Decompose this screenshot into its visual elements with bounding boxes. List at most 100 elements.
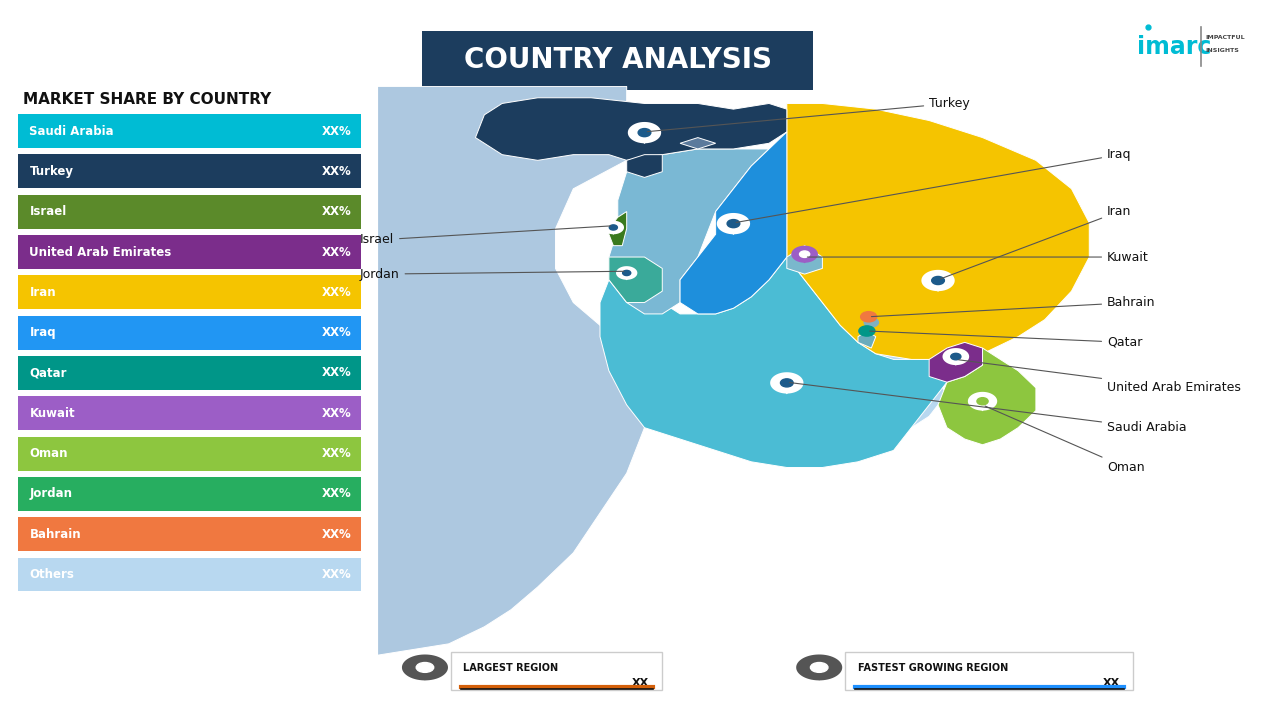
- FancyBboxPatch shape: [18, 557, 361, 592]
- Circle shape: [800, 251, 810, 258]
- Polygon shape: [796, 654, 842, 680]
- Text: COUNTRY ANALYSIS: COUNTRY ANALYSIS: [465, 46, 772, 73]
- Text: XX%: XX%: [323, 407, 352, 420]
- Circle shape: [639, 129, 650, 137]
- Text: XX%: XX%: [323, 125, 352, 138]
- Polygon shape: [791, 246, 818, 263]
- Text: XX%: XX%: [323, 366, 352, 379]
- Text: IMPACTFUL: IMPACTFUL: [1206, 35, 1245, 40]
- Text: FASTEST GROWING REGION: FASTEST GROWING REGION: [858, 663, 1007, 673]
- FancyBboxPatch shape: [18, 477, 361, 511]
- Polygon shape: [600, 257, 947, 467]
- FancyBboxPatch shape: [18, 235, 361, 269]
- Polygon shape: [778, 385, 796, 395]
- FancyBboxPatch shape: [18, 518, 361, 552]
- Polygon shape: [603, 220, 625, 234]
- Text: Israel: Israel: [360, 226, 611, 246]
- Text: Qatar: Qatar: [29, 366, 67, 379]
- Circle shape: [859, 326, 876, 336]
- Circle shape: [860, 312, 877, 322]
- Text: XX%: XX%: [323, 286, 352, 299]
- Polygon shape: [942, 348, 969, 365]
- Polygon shape: [680, 132, 787, 314]
- Text: LARGEST REGION: LARGEST REGION: [463, 663, 558, 673]
- Polygon shape: [787, 104, 1089, 359]
- Circle shape: [977, 397, 988, 405]
- Text: Iran: Iran: [941, 205, 1132, 279]
- FancyBboxPatch shape: [451, 652, 662, 690]
- Polygon shape: [929, 283, 947, 292]
- Text: Jordan: Jordan: [360, 268, 623, 281]
- Circle shape: [781, 379, 794, 387]
- Text: XX%: XX%: [323, 568, 352, 581]
- Text: Iraq: Iraq: [29, 326, 56, 339]
- Text: XX%: XX%: [323, 487, 352, 500]
- Circle shape: [810, 662, 828, 672]
- Polygon shape: [412, 670, 438, 680]
- Text: MARKET SHARE BY COUNTRY: MARKET SHARE BY COUNTRY: [23, 92, 271, 107]
- Polygon shape: [929, 342, 983, 382]
- Circle shape: [864, 318, 878, 327]
- Polygon shape: [621, 274, 632, 280]
- Text: United Arab Emirates: United Arab Emirates: [959, 360, 1240, 395]
- Polygon shape: [635, 135, 654, 144]
- Polygon shape: [948, 359, 963, 366]
- Polygon shape: [771, 372, 804, 394]
- Polygon shape: [616, 266, 637, 280]
- Polygon shape: [609, 212, 627, 246]
- Polygon shape: [609, 149, 769, 314]
- Circle shape: [727, 220, 740, 228]
- Text: Kuwait: Kuwait: [808, 251, 1149, 264]
- Polygon shape: [787, 246, 823, 274]
- Text: Saudi Arabia: Saudi Arabia: [790, 382, 1187, 434]
- Text: Turkey: Turkey: [29, 165, 73, 178]
- Text: United Arab Emirates: United Arab Emirates: [29, 246, 172, 258]
- FancyBboxPatch shape: [18, 436, 361, 471]
- Text: Iran: Iran: [29, 286, 56, 299]
- Text: XX: XX: [1102, 678, 1120, 688]
- Polygon shape: [717, 213, 750, 234]
- Polygon shape: [968, 392, 997, 410]
- Text: Turkey: Turkey: [648, 97, 970, 132]
- FancyBboxPatch shape: [18, 397, 361, 431]
- FancyBboxPatch shape: [18, 155, 361, 189]
- Circle shape: [609, 225, 617, 230]
- Text: XX%: XX%: [323, 205, 352, 218]
- Polygon shape: [402, 654, 448, 680]
- Polygon shape: [627, 155, 662, 177]
- Polygon shape: [806, 670, 832, 680]
- FancyBboxPatch shape: [18, 194, 361, 229]
- Circle shape: [932, 276, 945, 284]
- Polygon shape: [974, 403, 991, 411]
- FancyBboxPatch shape: [18, 275, 361, 310]
- Polygon shape: [475, 98, 787, 161]
- Circle shape: [416, 662, 434, 672]
- Text: Oman: Oman: [29, 447, 68, 460]
- Polygon shape: [608, 229, 620, 235]
- Polygon shape: [724, 226, 742, 235]
- Polygon shape: [609, 257, 662, 302]
- Polygon shape: [378, 86, 645, 655]
- FancyBboxPatch shape: [18, 315, 361, 350]
- Polygon shape: [922, 270, 955, 291]
- Text: INSIGHTS: INSIGHTS: [1206, 48, 1239, 53]
- Text: Bahrain: Bahrain: [29, 528, 81, 541]
- Text: XX%: XX%: [323, 326, 352, 339]
- Polygon shape: [627, 122, 662, 143]
- Text: Kuwait: Kuwait: [29, 407, 76, 420]
- Polygon shape: [645, 314, 947, 456]
- Text: Saudi Arabia: Saudi Arabia: [29, 125, 114, 138]
- Text: Iraq: Iraq: [736, 148, 1132, 222]
- Text: Bahrain: Bahrain: [872, 296, 1156, 317]
- Text: XX%: XX%: [323, 165, 352, 178]
- Text: Jordan: Jordan: [29, 487, 73, 500]
- Polygon shape: [938, 348, 1036, 445]
- Text: XX%: XX%: [323, 528, 352, 541]
- FancyBboxPatch shape: [845, 652, 1133, 690]
- FancyBboxPatch shape: [18, 356, 361, 390]
- Text: Israel: Israel: [29, 205, 67, 218]
- Circle shape: [951, 354, 961, 360]
- Text: XX: XX: [631, 678, 649, 688]
- Polygon shape: [680, 138, 716, 149]
- Text: XX%: XX%: [323, 447, 352, 460]
